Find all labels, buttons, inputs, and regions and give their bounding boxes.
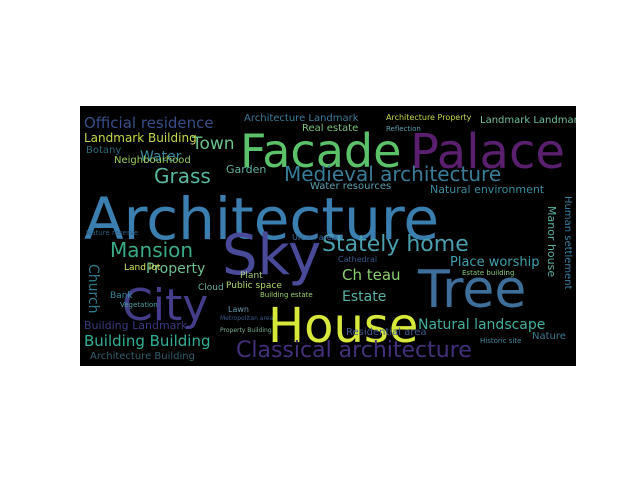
word-natural-environment: Natural environment	[430, 183, 545, 196]
word-historic-site: Historic site	[480, 337, 522, 345]
word-human-settlement: Human settlement	[562, 196, 573, 290]
word-plant: Plant	[240, 271, 263, 281]
word-mansion: Mansion	[110, 238, 194, 262]
word-landmark-building: Landmark Building	[84, 131, 197, 145]
word-town: Town	[192, 134, 235, 154]
word-property: Property	[146, 261, 206, 277]
word-architecture-property: Architecture Property	[386, 113, 472, 122]
word-stately-home: Stately home	[322, 232, 469, 257]
word-grass: Grass	[154, 164, 211, 188]
word-house: House	[268, 298, 419, 354]
word-botany: Botany	[86, 145, 122, 156]
word-sky: Sky	[222, 223, 322, 288]
word-architecture-building: Architecture Building	[90, 351, 195, 362]
word-nature: Nature	[532, 331, 566, 342]
word-building-building: Building Building	[84, 332, 211, 350]
word-building-landmark: Building Landmark	[84, 319, 188, 332]
word-residential-area: Residential area	[346, 327, 427, 338]
word-neighbourhood: Neighbourhood	[114, 155, 191, 166]
word-church: Church	[85, 264, 101, 314]
word-bank: Bank	[110, 291, 133, 301]
word-urban-area: Urban area	[292, 233, 337, 242]
word-tree: Tree	[418, 260, 527, 320]
word-cloud: Architecture Facade Palace Sky House Cit…	[80, 106, 576, 366]
word-architecture: Architecture	[84, 185, 440, 253]
word-place-worship: Place worship	[450, 255, 540, 270]
word-landmark-landmark: Landmark Landmark	[480, 115, 576, 126]
word-facade: Facade	[240, 124, 402, 178]
word-natural-landscape: Natural landscape	[418, 317, 546, 333]
word-cathedral: Cathedral	[338, 255, 378, 264]
word-nature-reserve: Nature reserve	[86, 229, 139, 237]
word-city: City	[122, 280, 209, 331]
word-chateau: Ch teau	[342, 266, 401, 284]
word-garden: Garden	[226, 163, 267, 176]
word-palace: Palace	[410, 124, 565, 180]
word-public-space: Public space	[226, 281, 282, 291]
word-official-residence: Official residence	[84, 114, 214, 132]
word-cloud: Cloud	[198, 283, 224, 293]
word-building-estate: Building estate	[260, 291, 313, 299]
word-water-resources: Water resources	[310, 181, 392, 192]
word-metropolitan-area: Metropolitan area	[220, 315, 274, 322]
word-property-building: Property Building	[220, 327, 272, 334]
word-estate: Estate	[342, 289, 387, 305]
word-water: Water	[140, 149, 182, 165]
word-medieval-architecture: Medieval architecture	[284, 162, 502, 186]
word-classical-architecture: Classical architecture	[236, 338, 472, 363]
word-land-lot: Land lot	[124, 263, 161, 273]
word-manor-house: Manor house	[545, 206, 558, 278]
word-reflection: Reflection	[386, 125, 421, 133]
word-lawn: Lawn	[228, 305, 249, 314]
word-vegetation: Vegetation	[120, 301, 158, 309]
word-estate-building: Estate building	[462, 269, 515, 277]
word-real-estate: Real estate	[302, 123, 359, 134]
word-architecture-landmark: Architecture Landmark	[244, 113, 359, 124]
